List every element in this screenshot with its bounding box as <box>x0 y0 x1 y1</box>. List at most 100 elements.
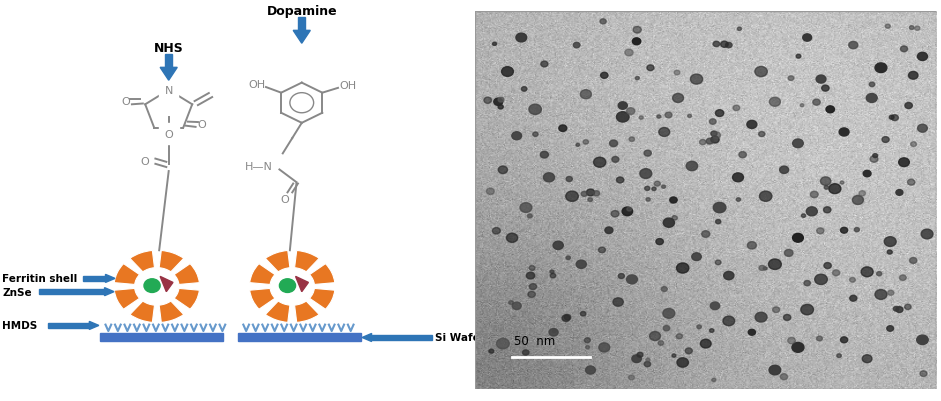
Circle shape <box>509 301 514 305</box>
Circle shape <box>739 152 746 158</box>
Circle shape <box>625 50 633 57</box>
Circle shape <box>875 290 887 300</box>
Circle shape <box>817 336 822 341</box>
Circle shape <box>755 67 767 77</box>
Circle shape <box>647 66 654 71</box>
Circle shape <box>598 343 610 352</box>
Circle shape <box>759 192 772 202</box>
Circle shape <box>497 338 509 349</box>
Circle shape <box>646 198 650 202</box>
Circle shape <box>904 304 911 310</box>
Circle shape <box>631 355 642 363</box>
Wedge shape <box>249 264 275 285</box>
Polygon shape <box>160 277 173 292</box>
Text: Si Wafer: Si Wafer <box>435 333 485 342</box>
Circle shape <box>773 307 779 313</box>
Circle shape <box>630 138 634 142</box>
Polygon shape <box>104 288 114 296</box>
Circle shape <box>758 132 765 137</box>
Circle shape <box>637 352 643 357</box>
Circle shape <box>755 312 767 322</box>
Circle shape <box>516 34 527 43</box>
Circle shape <box>715 110 724 117</box>
Circle shape <box>573 43 580 49</box>
Circle shape <box>640 169 652 179</box>
Circle shape <box>512 302 521 310</box>
Circle shape <box>792 140 804 148</box>
Wedge shape <box>114 264 139 285</box>
Circle shape <box>862 355 872 363</box>
Circle shape <box>849 42 858 50</box>
Circle shape <box>711 378 716 382</box>
Circle shape <box>788 338 795 344</box>
Text: Ferritin shell: Ferritin shell <box>3 274 77 284</box>
Circle shape <box>576 260 586 269</box>
Circle shape <box>566 256 570 260</box>
Circle shape <box>540 152 549 158</box>
Circle shape <box>576 144 580 147</box>
Polygon shape <box>362 334 372 342</box>
Circle shape <box>585 366 596 374</box>
Wedge shape <box>295 301 319 323</box>
Circle shape <box>543 173 554 182</box>
Circle shape <box>600 73 608 79</box>
Circle shape <box>785 250 793 257</box>
Circle shape <box>853 196 864 205</box>
Circle shape <box>492 228 501 235</box>
Circle shape <box>605 227 613 234</box>
Circle shape <box>688 115 692 118</box>
Text: H—N: H—N <box>245 162 273 172</box>
Circle shape <box>870 156 878 163</box>
Polygon shape <box>295 277 309 292</box>
Circle shape <box>594 158 606 168</box>
Circle shape <box>733 106 740 111</box>
Circle shape <box>506 234 518 243</box>
Text: OH: OH <box>339 81 356 91</box>
Circle shape <box>854 228 859 232</box>
Circle shape <box>489 349 494 353</box>
Wedge shape <box>159 301 183 323</box>
Circle shape <box>677 358 689 367</box>
Circle shape <box>710 137 719 144</box>
Circle shape <box>528 215 533 219</box>
Circle shape <box>885 237 896 247</box>
Circle shape <box>586 190 595 196</box>
Circle shape <box>882 137 889 143</box>
Circle shape <box>816 76 826 84</box>
Circle shape <box>699 140 706 146</box>
Circle shape <box>559 126 566 132</box>
Circle shape <box>692 253 701 261</box>
Circle shape <box>616 112 630 123</box>
Circle shape <box>733 173 743 182</box>
Wedge shape <box>249 289 275 310</box>
Circle shape <box>915 27 920 31</box>
Wedge shape <box>114 289 139 310</box>
Circle shape <box>588 198 593 202</box>
Circle shape <box>872 154 878 158</box>
Circle shape <box>627 208 631 212</box>
Wedge shape <box>265 251 290 272</box>
Circle shape <box>896 190 903 196</box>
Circle shape <box>529 266 535 271</box>
Circle shape <box>763 267 767 270</box>
Circle shape <box>824 186 829 190</box>
Circle shape <box>911 142 917 147</box>
Circle shape <box>907 180 915 186</box>
Circle shape <box>829 184 841 194</box>
Polygon shape <box>160 68 177 81</box>
Text: O: O <box>280 195 290 205</box>
Wedge shape <box>310 264 335 285</box>
Circle shape <box>921 230 933 239</box>
Circle shape <box>896 307 903 313</box>
Circle shape <box>649 332 661 341</box>
Text: ZnSe: ZnSe <box>3 287 32 297</box>
Bar <box>39 290 104 294</box>
Circle shape <box>710 119 716 125</box>
Text: Dopamine: Dopamine <box>266 5 337 18</box>
Circle shape <box>813 100 821 106</box>
Circle shape <box>691 75 703 85</box>
Circle shape <box>863 171 871 177</box>
Circle shape <box>657 115 661 119</box>
Circle shape <box>512 132 521 140</box>
Circle shape <box>891 115 899 122</box>
